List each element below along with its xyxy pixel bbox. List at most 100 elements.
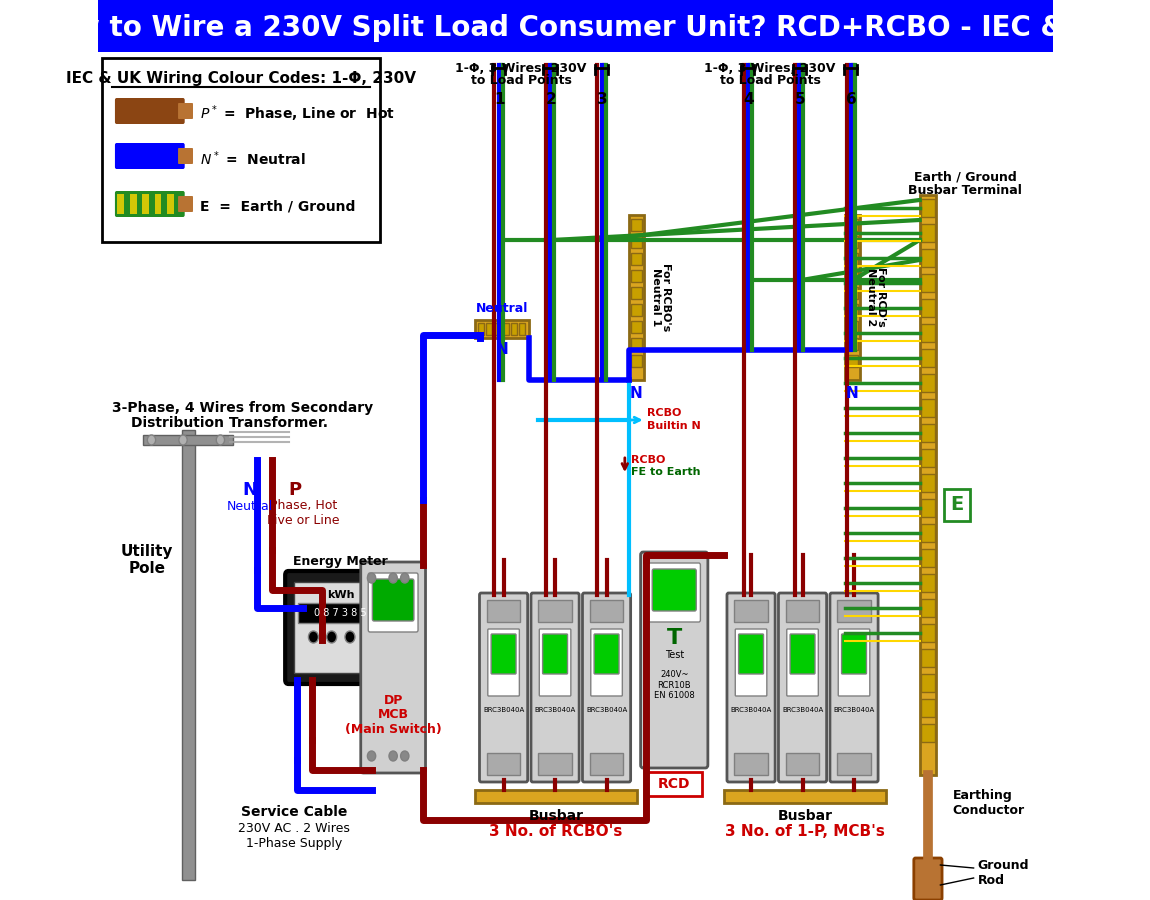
Bar (630, 287, 642, 299)
Circle shape (179, 435, 187, 445)
Bar (921, 274, 935, 292)
FancyBboxPatch shape (115, 191, 185, 217)
Bar (130, 194, 137, 214)
Text: BRC3B040A: BRC3B040A (535, 707, 576, 713)
Bar (921, 549, 935, 567)
FancyBboxPatch shape (652, 569, 696, 611)
Circle shape (345, 631, 355, 643)
Text: to Load Points: to Load Points (720, 74, 821, 86)
Bar (538, 753, 572, 775)
Bar (846, 236, 858, 248)
Text: N: N (496, 343, 508, 357)
FancyBboxPatch shape (591, 629, 622, 696)
Text: BRC3B040A: BRC3B040A (483, 707, 524, 713)
Bar (494, 323, 500, 335)
Bar (921, 399, 935, 417)
Text: Busbar: Busbar (528, 809, 583, 823)
FancyBboxPatch shape (735, 629, 767, 696)
Text: 4: 4 (743, 93, 754, 107)
Bar (921, 649, 935, 667)
Text: N: N (630, 385, 643, 400)
Bar (921, 524, 935, 542)
Bar (921, 199, 935, 217)
Bar (837, 600, 871, 622)
Text: Busbar Terminal: Busbar Terminal (908, 184, 1022, 197)
Text: Live or Line: Live or Line (267, 514, 339, 526)
FancyBboxPatch shape (727, 593, 775, 782)
FancyBboxPatch shape (738, 634, 764, 674)
FancyBboxPatch shape (491, 634, 516, 674)
Text: $N^*$ =  Neutral: $N^*$ = Neutral (200, 149, 306, 168)
Text: RCD: RCD (658, 777, 690, 791)
Circle shape (400, 751, 409, 761)
Text: 6: 6 (846, 93, 857, 107)
Bar (590, 753, 623, 775)
Bar (921, 699, 935, 717)
Bar (630, 321, 642, 333)
Circle shape (400, 573, 409, 583)
Bar (921, 599, 935, 617)
Bar (630, 270, 642, 282)
Bar (299, 603, 382, 623)
FancyBboxPatch shape (178, 103, 193, 119)
FancyBboxPatch shape (838, 629, 869, 696)
Bar (486, 600, 520, 622)
Text: For RCD's: For RCD's (876, 267, 887, 327)
FancyBboxPatch shape (294, 582, 386, 673)
FancyBboxPatch shape (649, 563, 700, 622)
Bar (520, 323, 526, 335)
Text: Neutral 2: Neutral 2 (866, 268, 876, 326)
Text: Energy Meter: Energy Meter (293, 555, 388, 569)
Text: 3 No. of RCBO's: 3 No. of RCBO's (489, 824, 622, 840)
Bar (846, 304, 858, 316)
Bar (921, 674, 935, 692)
Bar (630, 338, 642, 350)
FancyBboxPatch shape (115, 98, 185, 124)
Circle shape (216, 435, 224, 445)
Bar (98, 0, 1052, 52)
Text: P: P (289, 481, 301, 499)
Circle shape (327, 631, 337, 643)
FancyBboxPatch shape (480, 593, 528, 782)
Bar (629, 215, 644, 380)
Text: N: N (846, 385, 859, 400)
Bar (921, 499, 935, 517)
Text: How to Wire a 230V Split Load Consumer Unit? RCD+RCBO - IEC & UK: How to Wire a 230V Split Load Consumer U… (32, 14, 1118, 42)
Bar (511, 323, 516, 335)
Bar (630, 304, 642, 316)
Bar (475, 320, 529, 338)
Text: BRC3B040A: BRC3B040A (730, 707, 772, 713)
Text: 1-Φ, 3 Wires, 230V: 1-Φ, 3 Wires, 230V (705, 61, 836, 75)
Bar (117, 194, 124, 214)
Bar (921, 474, 935, 492)
FancyBboxPatch shape (641, 552, 708, 768)
Bar (921, 724, 935, 742)
Text: $P^*$ =  Phase, Line or  Hot: $P^*$ = Phase, Line or Hot (200, 104, 394, 124)
FancyBboxPatch shape (787, 629, 819, 696)
Bar (846, 355, 858, 367)
FancyBboxPatch shape (373, 579, 414, 621)
Bar (785, 753, 819, 775)
FancyBboxPatch shape (368, 573, 419, 632)
Circle shape (367, 573, 376, 583)
Bar (846, 321, 858, 333)
FancyBboxPatch shape (779, 593, 827, 782)
Text: 240V~
RCR10B
EN 61008: 240V~ RCR10B EN 61008 (654, 670, 695, 700)
Text: 2: 2 (545, 93, 557, 107)
Bar (845, 215, 860, 380)
Text: 1: 1 (494, 93, 505, 107)
FancyBboxPatch shape (285, 571, 396, 684)
Text: BRC3B040A: BRC3B040A (586, 707, 627, 713)
Bar (478, 323, 484, 335)
Bar (724, 790, 887, 803)
FancyBboxPatch shape (842, 634, 866, 674)
Text: 1-Φ, 3 Wires, 230V: 1-Φ, 3 Wires, 230V (455, 61, 586, 75)
Bar (155, 194, 161, 214)
Text: Ground
Rod: Ground Rod (978, 859, 1029, 887)
Text: Neutral: Neutral (476, 302, 528, 314)
Circle shape (389, 751, 397, 761)
Text: 3: 3 (597, 93, 607, 107)
FancyBboxPatch shape (790, 634, 815, 674)
FancyBboxPatch shape (543, 634, 568, 674)
Text: kWh: kWh (327, 590, 354, 600)
